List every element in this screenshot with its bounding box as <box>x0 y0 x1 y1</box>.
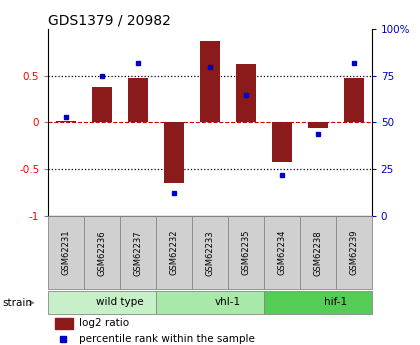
Text: GSM62233: GSM62233 <box>206 230 215 276</box>
Bar <box>156 216 192 289</box>
Text: GSM62231: GSM62231 <box>62 230 71 275</box>
Bar <box>200 40 220 122</box>
Text: GDS1379 / 20982: GDS1379 / 20982 <box>48 13 171 28</box>
Text: GSM62236: GSM62236 <box>98 230 107 276</box>
Bar <box>192 216 228 289</box>
Text: GSM62239: GSM62239 <box>349 230 358 275</box>
Bar <box>92 87 112 122</box>
Bar <box>344 78 364 122</box>
Bar <box>121 216 156 289</box>
Bar <box>56 121 76 122</box>
Bar <box>264 291 372 314</box>
Bar <box>308 122 328 128</box>
Bar <box>336 216 372 289</box>
Text: GSM62232: GSM62232 <box>170 230 179 275</box>
Text: GSM62238: GSM62238 <box>313 230 323 276</box>
Bar <box>128 78 148 122</box>
Text: strain: strain <box>2 298 32 308</box>
Text: vhl-1: vhl-1 <box>215 297 241 307</box>
Bar <box>48 216 84 289</box>
Text: hif-1: hif-1 <box>324 297 347 307</box>
Bar <box>272 122 292 161</box>
Bar <box>164 122 184 183</box>
Text: GSM62234: GSM62234 <box>278 230 286 275</box>
Text: percentile rank within the sample: percentile rank within the sample <box>79 334 255 344</box>
Bar <box>55 318 73 329</box>
Bar <box>264 216 299 289</box>
Text: wild type: wild type <box>96 297 144 307</box>
Bar <box>236 64 256 122</box>
Text: GSM62235: GSM62235 <box>241 230 251 275</box>
Text: GSM62237: GSM62237 <box>134 230 143 276</box>
Bar <box>156 291 264 314</box>
Text: log2 ratio: log2 ratio <box>79 318 129 328</box>
Bar <box>48 291 156 314</box>
Bar <box>228 216 264 289</box>
Bar <box>84 216 120 289</box>
Bar <box>300 216 336 289</box>
